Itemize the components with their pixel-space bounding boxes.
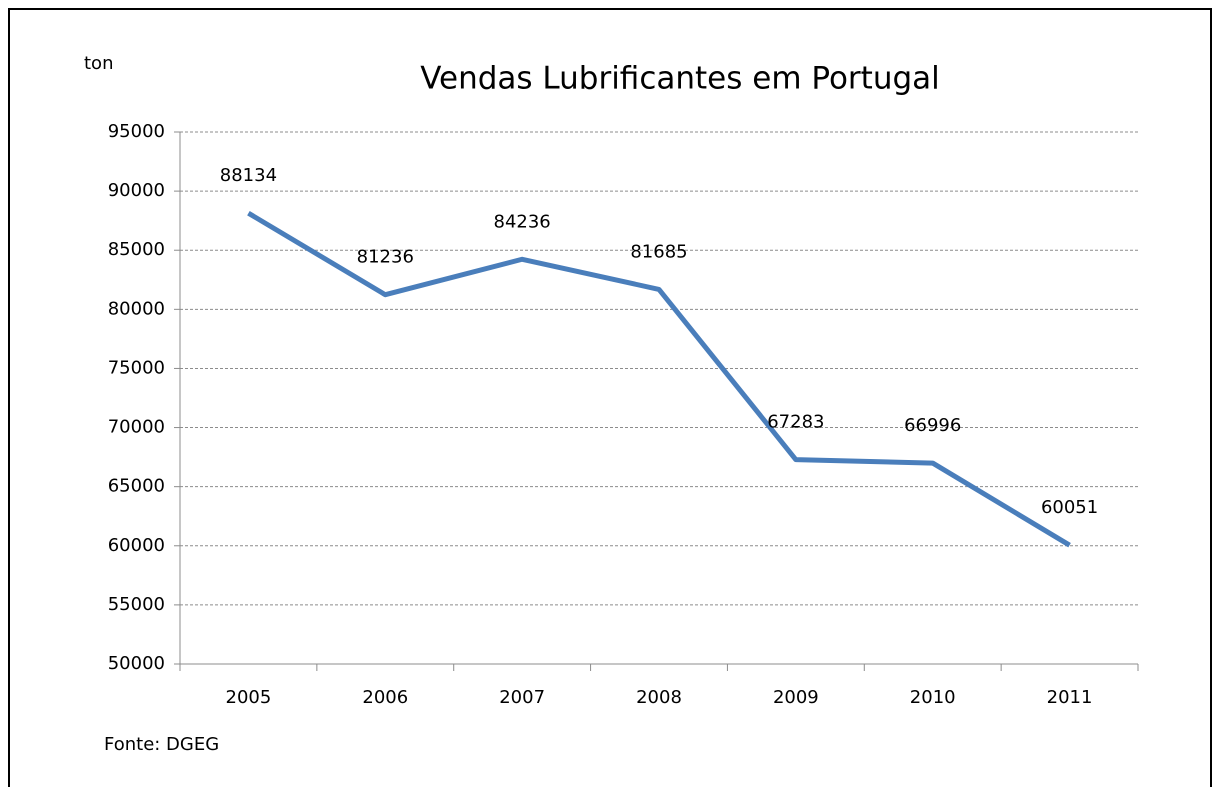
x-tick-label: 2006 bbox=[362, 687, 408, 708]
source-note: Fonte: DGEG bbox=[104, 734, 219, 755]
y-tick-label: 55000 bbox=[108, 594, 165, 615]
chart-border bbox=[8, 8, 1212, 787]
data-label: 81236 bbox=[357, 247, 414, 268]
y-tick-label: 60000 bbox=[108, 535, 165, 556]
data-label: 84236 bbox=[494, 211, 551, 232]
y-tick-label: 65000 bbox=[108, 476, 165, 497]
x-tick-label: 2007 bbox=[499, 687, 545, 708]
data-label: 81685 bbox=[630, 241, 687, 262]
x-tick-label: 2008 bbox=[636, 687, 682, 708]
data-label: 60051 bbox=[1041, 497, 1098, 518]
y-tick-label: 85000 bbox=[108, 239, 165, 260]
y-tick-label: 50000 bbox=[108, 653, 165, 674]
data-line bbox=[247, 211, 1071, 548]
y-tick-label: 75000 bbox=[108, 357, 165, 378]
y-tick-label: 95000 bbox=[108, 121, 165, 142]
x-tick-label: 2005 bbox=[226, 687, 272, 708]
data-label: 66996 bbox=[904, 415, 961, 436]
data-label: 88134 bbox=[220, 165, 277, 186]
x-tick-label: 2009 bbox=[773, 687, 819, 708]
x-tick-label: 2011 bbox=[1047, 687, 1093, 708]
x-tick-label: 2010 bbox=[910, 687, 956, 708]
y-axis-label: ton bbox=[84, 53, 113, 74]
chart-title: Vendas Lubrificantes em Portugal bbox=[420, 61, 940, 97]
y-tick-label: 80000 bbox=[108, 298, 165, 319]
data-label: 67283 bbox=[767, 412, 824, 433]
y-tick-label: 90000 bbox=[108, 180, 165, 201]
y-tick-label: 70000 bbox=[108, 417, 165, 438]
